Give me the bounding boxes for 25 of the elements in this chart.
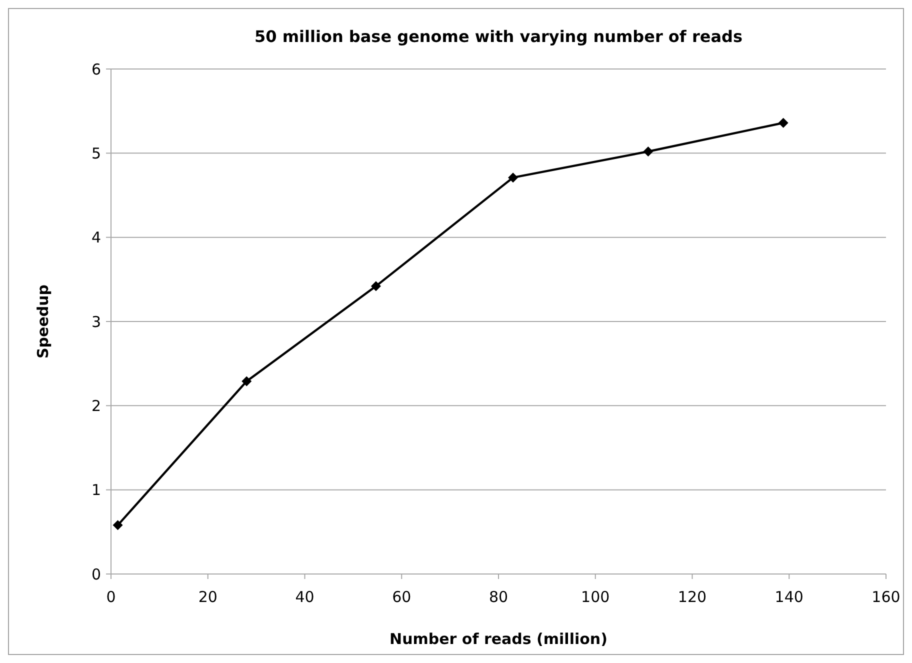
point (508, 172, 518, 183)
point (778, 118, 788, 128)
point (643, 146, 654, 156)
x-tick-label: 160 (872, 588, 900, 606)
x-tick-label: 100 (581, 588, 610, 606)
chart-title: 50 million base genome with varying number of reads (254, 27, 742, 46)
y-tick-label: 2 (91, 396, 101, 415)
x-tick-label: 60 (392, 588, 412, 606)
y-tick-label: 4 (91, 228, 101, 247)
point (242, 376, 252, 386)
point (112, 520, 123, 530)
x-tick-label: 120 (678, 588, 707, 606)
y-tick-label: 5 (91, 144, 101, 162)
x-axis-title: Number of reads (million) (390, 630, 608, 648)
y-tick-label: 3 (91, 312, 101, 331)
y-tick-label: 1 (91, 481, 101, 500)
x-tick-label: 0 (106, 588, 116, 606)
x-tick-label: 40 (295, 588, 314, 606)
x-tick-label: 140 (774, 588, 804, 606)
x-tick-label: 20 (198, 588, 218, 606)
x-tick-label: 80 (488, 588, 508, 606)
y-axis-title: Speedup (34, 284, 52, 359)
y-tick-label: 0 (91, 565, 101, 584)
point (370, 281, 381, 292)
y-tick-label: 6 (91, 60, 101, 78)
